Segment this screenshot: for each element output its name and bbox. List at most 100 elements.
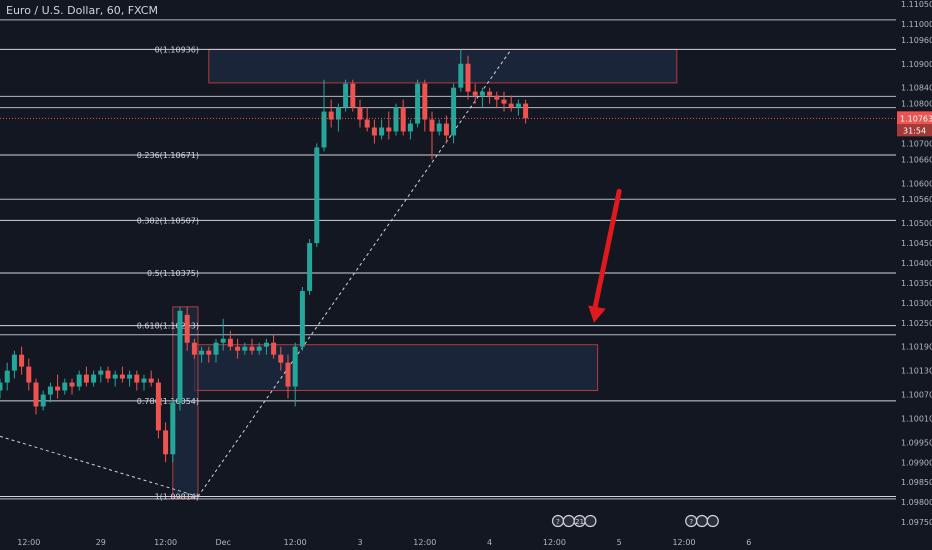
price-tick-label: 1.10700 xyxy=(901,139,932,148)
event-marker-icon[interactable] xyxy=(584,514,597,528)
current-price-tag[interactable] xyxy=(897,111,932,125)
fib-level-label: 0.382(1.10507) xyxy=(137,216,199,225)
candle-body xyxy=(508,103,514,108)
candle-body xyxy=(199,350,205,355)
price-tick-label: 1.09750 xyxy=(901,518,932,527)
candle-body xyxy=(321,111,327,148)
candle-body xyxy=(0,382,3,391)
candle-body xyxy=(451,87,457,136)
event-marker-icon[interactable] xyxy=(562,514,575,528)
event-marker-icon[interactable] xyxy=(695,514,709,528)
time-tick-label: 29 xyxy=(96,538,106,547)
fib-trend-line[interactable] xyxy=(197,49,512,497)
candle-body xyxy=(487,91,493,96)
price-tick-label: 1.10250 xyxy=(901,319,932,328)
candle-body xyxy=(134,374,140,383)
trend-line-left[interactable] xyxy=(0,435,199,498)
candle-body xyxy=(436,123,442,132)
candle-body xyxy=(112,374,118,379)
fib-level-label: 0.786(1.10054) xyxy=(137,397,199,406)
supply-demand-zone[interactable] xyxy=(208,48,678,84)
event-marker-label: ? xyxy=(556,518,560,526)
candle-body xyxy=(184,314,190,343)
candle-body xyxy=(91,374,97,383)
price-tick-label: 1.10500 xyxy=(901,219,932,228)
time-tick-label: 12:00 xyxy=(154,538,177,547)
event-marker-label: ? xyxy=(689,518,693,526)
price-tick-label: 1.10010 xyxy=(901,414,932,423)
candle-body xyxy=(206,350,212,355)
price-tick-label: 1.10190 xyxy=(901,343,932,352)
candle-body xyxy=(47,386,53,395)
candle-body xyxy=(472,91,478,96)
price-tick-label: 1.10300 xyxy=(901,299,932,308)
time-tick-label: 12:00 xyxy=(672,538,695,547)
time-tick-label: 12:00 xyxy=(413,538,436,547)
event-marker-icon[interactable] xyxy=(706,514,719,528)
price-tick-label: 1.10900 xyxy=(901,60,932,69)
candles-layer xyxy=(0,49,529,463)
countdown-tag xyxy=(897,124,932,137)
time-tick-label: 12:00 xyxy=(17,538,40,547)
price-axis[interactable]: 1.11050 1.11000 1.10960 1.10900 1.10840 1.108… xyxy=(897,0,932,527)
candle-body xyxy=(256,346,262,351)
candle-body xyxy=(4,370,10,383)
candle-body xyxy=(307,243,313,291)
supply-demand-zone[interactable] xyxy=(193,344,599,392)
candle-body xyxy=(98,370,104,375)
fib-level-label: 0.5(1.10375) xyxy=(147,269,199,278)
price-tick-label: 1.10450 xyxy=(901,239,932,248)
price-tick-label: 1.11050 xyxy=(901,0,932,9)
candle-body xyxy=(55,386,61,391)
candle-body xyxy=(285,362,291,387)
candle-body xyxy=(479,91,485,96)
candle-body xyxy=(379,127,385,136)
candle-body xyxy=(523,103,529,119)
price-tick-label: 1.10840 xyxy=(901,84,932,93)
price-tick-label: 1.10070 xyxy=(901,391,932,400)
symbol-title[interactable]: Euro / U.S. Dollar, 60, FXCM xyxy=(6,4,158,17)
candle-body xyxy=(271,342,277,355)
fib-level-label: 0.618(1.10243) xyxy=(137,322,199,331)
countdown-label: 31:54 xyxy=(903,126,926,135)
price-tick-label: 1.10800 xyxy=(901,100,932,109)
price-tick-label: 1.10130 xyxy=(901,367,932,376)
down-arrow-shaft[interactable] xyxy=(591,188,622,316)
candle-body xyxy=(148,378,154,383)
candle-body xyxy=(105,370,111,379)
candle-body xyxy=(191,342,197,355)
candle-body xyxy=(364,119,370,128)
candle-body xyxy=(371,127,377,136)
candle-body xyxy=(386,127,392,132)
candle-body xyxy=(177,310,183,403)
candle-body xyxy=(227,338,233,347)
price-tick-label: 1.09900 xyxy=(901,458,932,467)
time-tick-label: 3 xyxy=(357,538,362,547)
candle-body xyxy=(220,338,226,343)
candle-body xyxy=(33,382,39,407)
time-tick-label: 4 xyxy=(487,538,492,547)
price-tick-label: 1.10600 xyxy=(901,179,932,188)
candle-body xyxy=(501,99,507,104)
candle-body xyxy=(141,378,147,383)
candle-body xyxy=(335,107,341,120)
candle-body xyxy=(422,83,428,120)
candle-body xyxy=(407,123,413,132)
down-arrow-icon[interactable] xyxy=(588,305,606,323)
event-marker-label: 21 xyxy=(575,518,584,526)
candle-body xyxy=(69,382,75,387)
candle-body xyxy=(263,342,269,347)
horizontal-lines-layer xyxy=(0,19,896,500)
candle-body xyxy=(343,83,349,108)
price-tick-label: 1.10350 xyxy=(901,279,932,288)
time-axis[interactable]: 12:00 29 12:00 Dec 12:00 3 12:00 4 12:00 5 12:00 6 xyxy=(17,538,751,547)
price-tick-label: 1.09850 xyxy=(901,478,932,487)
candle-body xyxy=(213,342,219,355)
fib-level-label: 0.236(1.10671) xyxy=(137,151,199,160)
price-tick-label: 1.10960 xyxy=(901,36,932,45)
time-tick-label: 6 xyxy=(746,538,751,547)
candle-body xyxy=(119,374,125,379)
candle-body xyxy=(235,346,241,351)
fib-level-label: 0(1.10936) xyxy=(155,45,199,54)
